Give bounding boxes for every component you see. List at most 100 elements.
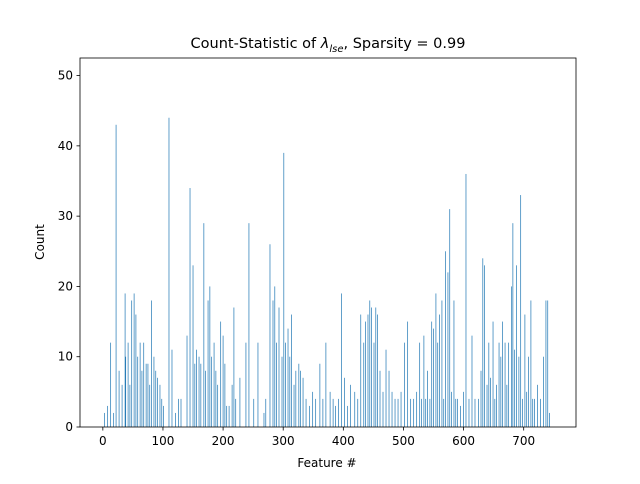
bar <box>496 384 497 427</box>
bar <box>175 412 176 427</box>
bar <box>500 356 502 427</box>
bar <box>121 384 123 427</box>
bar <box>512 223 514 427</box>
bar <box>211 356 213 427</box>
bar <box>540 398 541 427</box>
bar <box>385 349 387 427</box>
bar <box>325 342 327 427</box>
x-tick-label: 600 <box>452 434 475 448</box>
x-tick-label: 100 <box>152 434 175 448</box>
bar <box>404 342 406 427</box>
bar <box>217 384 219 427</box>
bar <box>189 188 191 427</box>
bar <box>124 293 126 427</box>
bar <box>494 398 496 427</box>
bar <box>235 398 237 427</box>
bar <box>520 195 522 427</box>
bar <box>465 173 467 427</box>
bar <box>228 405 230 427</box>
bar <box>534 398 535 427</box>
bar <box>394 398 396 427</box>
title-part: , Sparsity = 0.99 <box>343 36 465 52</box>
bar <box>315 398 317 427</box>
bar <box>305 398 307 427</box>
bar <box>263 412 265 427</box>
bar <box>168 117 170 427</box>
bar <box>341 293 342 427</box>
bar <box>113 412 115 427</box>
bar <box>319 363 321 427</box>
bar <box>302 377 304 427</box>
bar <box>518 356 520 427</box>
bar <box>347 405 348 427</box>
bar <box>367 314 369 427</box>
bar <box>129 384 131 427</box>
bar <box>186 335 188 427</box>
bar <box>332 398 334 427</box>
y-tick-label: 40 <box>58 139 73 153</box>
bar <box>209 286 211 427</box>
bar <box>157 377 158 427</box>
bar <box>153 356 155 427</box>
bar <box>530 300 532 427</box>
bar <box>528 356 529 427</box>
bar <box>453 300 455 427</box>
bar <box>245 342 247 427</box>
bar <box>298 363 300 427</box>
bar <box>269 244 271 427</box>
bar <box>431 321 433 427</box>
bar <box>502 321 504 427</box>
bar <box>215 370 217 427</box>
bar <box>293 384 295 427</box>
bar <box>425 398 427 427</box>
axes-frame <box>79 57 577 428</box>
bar <box>486 384 488 427</box>
bar <box>110 342 112 427</box>
x-tick-label: 500 <box>392 434 415 448</box>
bar <box>239 377 241 427</box>
bar <box>504 342 506 427</box>
bar <box>508 342 510 427</box>
bar <box>437 342 439 427</box>
bar <box>516 265 517 427</box>
bar <box>180 398 182 427</box>
bar <box>149 384 151 427</box>
bar <box>107 405 109 427</box>
bar <box>115 124 117 428</box>
bar <box>143 342 145 427</box>
bar <box>161 398 163 427</box>
x-tick-label: 700 <box>512 434 535 448</box>
bar <box>468 398 470 427</box>
bar <box>272 300 274 427</box>
y-tick-label: 20 <box>58 279 73 293</box>
bar <box>276 342 277 427</box>
bar <box>460 405 461 427</box>
bar <box>451 391 452 427</box>
bar <box>413 398 415 427</box>
bar <box>463 391 464 427</box>
bar <box>506 384 508 427</box>
bar <box>484 265 485 427</box>
bar <box>205 370 207 427</box>
bar <box>397 398 399 427</box>
bar <box>375 307 377 427</box>
bar <box>543 356 544 427</box>
bar <box>382 391 384 427</box>
bar <box>133 293 135 427</box>
bar <box>309 405 311 427</box>
bar <box>344 377 345 427</box>
bar <box>480 370 482 427</box>
bar <box>155 370 157 427</box>
bar <box>391 391 393 427</box>
bar <box>329 391 331 427</box>
bar <box>514 349 516 427</box>
bar <box>350 384 351 427</box>
bar <box>213 342 215 427</box>
bar <box>478 398 479 427</box>
bar <box>224 363 226 427</box>
bar <box>455 398 457 427</box>
bar <box>419 342 421 427</box>
bar <box>526 391 528 427</box>
bar <box>433 328 434 427</box>
